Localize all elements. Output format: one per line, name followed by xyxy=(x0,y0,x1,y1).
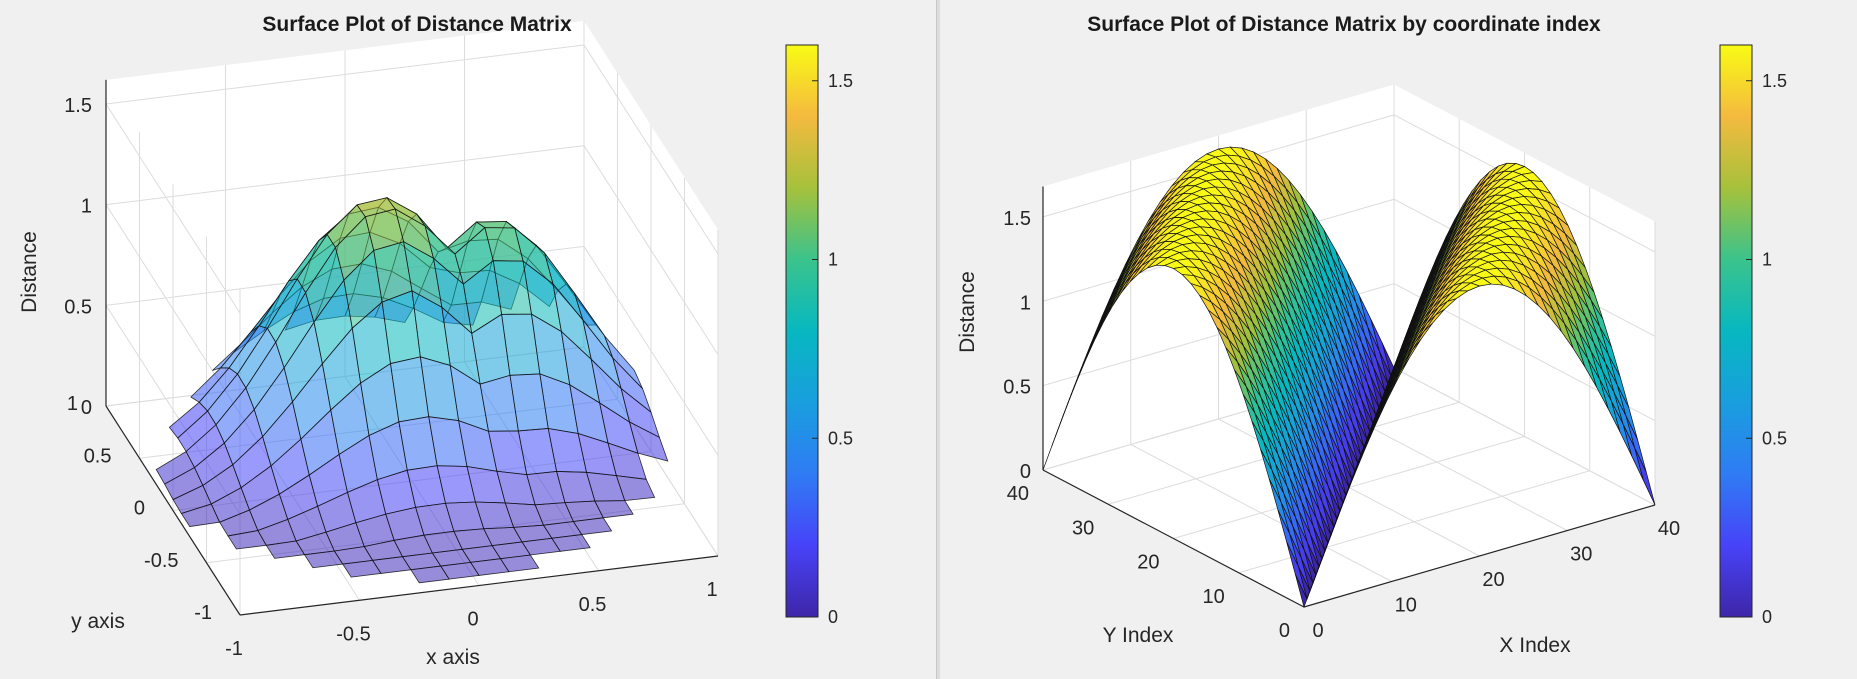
y-axis-label-left: y axis xyxy=(71,610,125,633)
colorbar-tick-label: 1.5 xyxy=(828,71,853,91)
gridline xyxy=(105,103,241,314)
axis-line xyxy=(1303,504,1656,608)
colorbar-tick-label: 0.5 xyxy=(1762,428,1787,448)
x-axis-label-left: x axis xyxy=(426,646,480,669)
z-tick-label: 0.5 xyxy=(64,296,92,318)
x-tick-label: 1 xyxy=(706,579,717,601)
axis-line xyxy=(1042,469,1305,608)
colorbar-right xyxy=(1719,44,1753,618)
x-tick-label: 0.5 xyxy=(579,594,607,616)
colorbar-ticks-right: 0 0.5 1 1.5 xyxy=(1746,71,1787,627)
z-tick-label: 0 xyxy=(81,397,92,419)
surface-face xyxy=(615,475,656,502)
y-tick-label: 0.5 xyxy=(84,445,112,467)
gridline xyxy=(583,145,719,355)
gridline xyxy=(1393,367,1656,506)
z-tick-label: 0.5 xyxy=(1003,377,1031,399)
y-tick-label: 0 xyxy=(1279,620,1290,642)
y-tick-label: -0.5 xyxy=(144,550,178,572)
colorbar-tick-label: 1 xyxy=(828,250,838,270)
gridline xyxy=(105,145,585,206)
y-axis-label-right: Y Index xyxy=(1103,624,1174,647)
colorbar-tick-label: 1.5 xyxy=(1762,71,1787,91)
colorbar-tick-label: 0 xyxy=(828,607,838,627)
y-tick-label: 20 xyxy=(1137,552,1159,574)
y-tick-label: 1 xyxy=(67,393,78,415)
x-tick-label: -0.5 xyxy=(336,623,370,645)
z-axis-label-left: Distance xyxy=(18,231,41,313)
z-tick-label: 1 xyxy=(81,196,92,218)
y-tick-label: 40 xyxy=(1007,483,1029,505)
surface-left xyxy=(155,197,669,584)
surface-face xyxy=(628,421,669,462)
chart-title-left: Surface Plot of Distance Matrix xyxy=(262,13,572,36)
right-figure-panel: 0 10 20 30 40 0 10 20 30 40 0 0.5 1 1.5 Surface Plot … xyxy=(940,0,1857,679)
x-tick-label: 10 xyxy=(1395,595,1417,617)
colorbar-tick-label: 0.5 xyxy=(828,428,853,448)
z-tick-label: 0 xyxy=(1020,461,1031,483)
y-tick-label: 30 xyxy=(1072,517,1094,539)
figure-divider xyxy=(936,0,941,679)
x-tick-label: 30 xyxy=(1570,544,1592,566)
axis-line xyxy=(105,405,241,616)
colorbar-ticks-left: 0 0.5 1 1.5 xyxy=(812,71,853,627)
x-tick-label: 0 xyxy=(1312,620,1323,642)
surface-face xyxy=(594,500,634,519)
x-tick-label: 40 xyxy=(1658,518,1680,540)
colorbar-left xyxy=(785,44,819,618)
z-tick-label: 1.5 xyxy=(64,95,92,117)
surface-chart-left: -1-0.500.51-1-0.500.51 00.511.5 Surface P… xyxy=(18,13,853,669)
chart-title-right: Surface Plot of Distance Matrix by coord… xyxy=(1087,13,1601,36)
y-tick-label: -1 xyxy=(194,602,212,624)
x-tick-label: -1 xyxy=(225,638,243,660)
x-tick-label: 20 xyxy=(1482,569,1504,591)
gridline xyxy=(583,44,719,255)
gridline xyxy=(105,44,585,105)
surface-face xyxy=(499,554,540,573)
axis-line xyxy=(239,555,719,616)
z-tick-label: 1 xyxy=(1020,292,1031,314)
surface-right xyxy=(1042,146,1656,609)
x-axis-label-right: X Index xyxy=(1499,634,1571,657)
z-tick-label: 1.5 xyxy=(1003,208,1031,230)
z-axis-label-right: Distance xyxy=(956,271,979,353)
tick-labels-left: -1-0.500.51-1-0.500.51 00.511.5 xyxy=(64,95,717,660)
x-tick-label: 0 xyxy=(467,609,478,631)
gridline xyxy=(583,246,719,456)
colorbar-tick-label: 0 xyxy=(1762,607,1772,627)
left-figure-panel: -1 -0.5 0 0.5 1 -1 -0.5 0 0.5 1 0 0.5 1 1.5 Surface P… xyxy=(18,13,854,669)
surface-face xyxy=(1294,574,1317,609)
colorbar-tick-label: 1 xyxy=(1762,250,1772,270)
y-tick-label: 0 xyxy=(134,498,145,520)
surface-face xyxy=(551,534,591,552)
surface-face xyxy=(572,517,613,535)
y-tick-label: 10 xyxy=(1203,586,1225,608)
